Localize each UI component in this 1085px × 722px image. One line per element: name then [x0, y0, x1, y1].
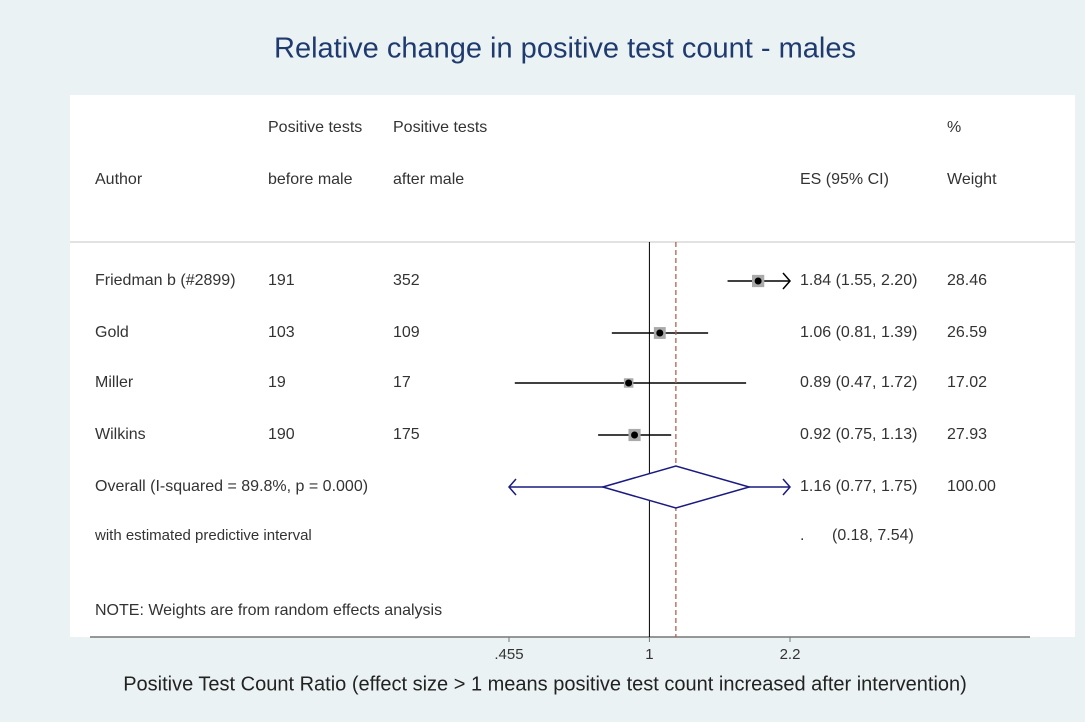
chart-title: Relative change in positive test count -…	[274, 33, 856, 65]
ci-arrow	[782, 478, 791, 496]
overall-label: Overall (I-squared = 89.8%, p = 0.000)	[95, 478, 368, 495]
before-count: 103	[268, 324, 295, 341]
ci-label: (0.18, 7.54)	[832, 527, 914, 544]
before-count: 191	[268, 272, 295, 289]
author: Gold	[95, 324, 129, 341]
es-label: 1.06 (0.81, 1.39)	[800, 324, 917, 341]
x-tick-label: 1	[645, 646, 653, 663]
author: Miller	[95, 374, 134, 391]
ci-arrow	[782, 272, 791, 290]
es-label: 1.16 (0.77, 1.75)	[800, 478, 917, 495]
header: Author	[95, 171, 143, 188]
point-estimate	[631, 431, 639, 439]
es-label: 0.92 (0.75, 1.13)	[800, 426, 917, 443]
ci-arrow	[508, 478, 517, 496]
after-count: 175	[393, 426, 420, 443]
before-count: 190	[268, 426, 295, 443]
weight-label: 26.59	[947, 324, 987, 341]
weight-label: 27.93	[947, 426, 987, 443]
header: before male	[268, 171, 353, 188]
author: Wilkins	[95, 426, 146, 443]
x-axis-label: Positive Test Count Ratio (effect size >…	[123, 673, 967, 695]
weight-label: 100.00	[947, 478, 996, 495]
point-estimate	[625, 379, 633, 387]
predictive-label: with estimated predictive interval	[94, 527, 312, 544]
author: Friedman b (#2899)	[95, 272, 236, 289]
header: Positive tests	[268, 119, 362, 136]
header: %	[947, 119, 961, 136]
after-count: 352	[393, 272, 420, 289]
header: ES (95% CI)	[800, 171, 889, 188]
weight-label: 17.02	[947, 374, 987, 391]
es-label: .	[800, 527, 804, 544]
point-estimate	[656, 329, 664, 337]
weight-label: 28.46	[947, 272, 987, 289]
note: NOTE: Weights are from random effects an…	[95, 602, 442, 619]
plot-panel	[70, 95, 1075, 637]
x-tick-label: .455	[494, 646, 523, 663]
after-count: 109	[393, 324, 420, 341]
es-label: 0.89 (0.47, 1.72)	[800, 374, 917, 391]
overall-diamond	[600, 465, 752, 509]
header: Weight	[947, 171, 997, 188]
x-tick-label: 2.2	[780, 646, 801, 663]
header: Positive tests	[393, 119, 487, 136]
header: after male	[393, 171, 464, 188]
before-count: 19	[268, 374, 286, 391]
after-count: 17	[393, 374, 411, 391]
es-label: 1.84 (1.55, 2.20)	[800, 272, 917, 289]
point-estimate	[754, 277, 762, 285]
